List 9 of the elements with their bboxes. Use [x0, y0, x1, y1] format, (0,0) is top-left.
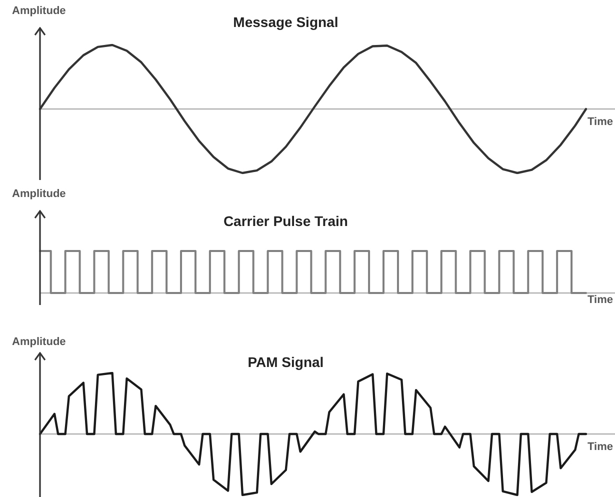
- x-axis-title: Time: [588, 116, 613, 128]
- y-axis-title: Amplitude: [12, 336, 66, 348]
- chart-title: PAM Signal: [248, 354, 324, 370]
- x-axis-title: Time: [588, 441, 613, 453]
- y-axis-title: Amplitude: [12, 188, 66, 200]
- x-axis-title: Time: [588, 294, 613, 306]
- y-axis-title: Amplitude: [12, 5, 66, 17]
- chart-title: Message Signal: [233, 14, 338, 30]
- chart-title: Carrier Pulse Train: [223, 213, 348, 229]
